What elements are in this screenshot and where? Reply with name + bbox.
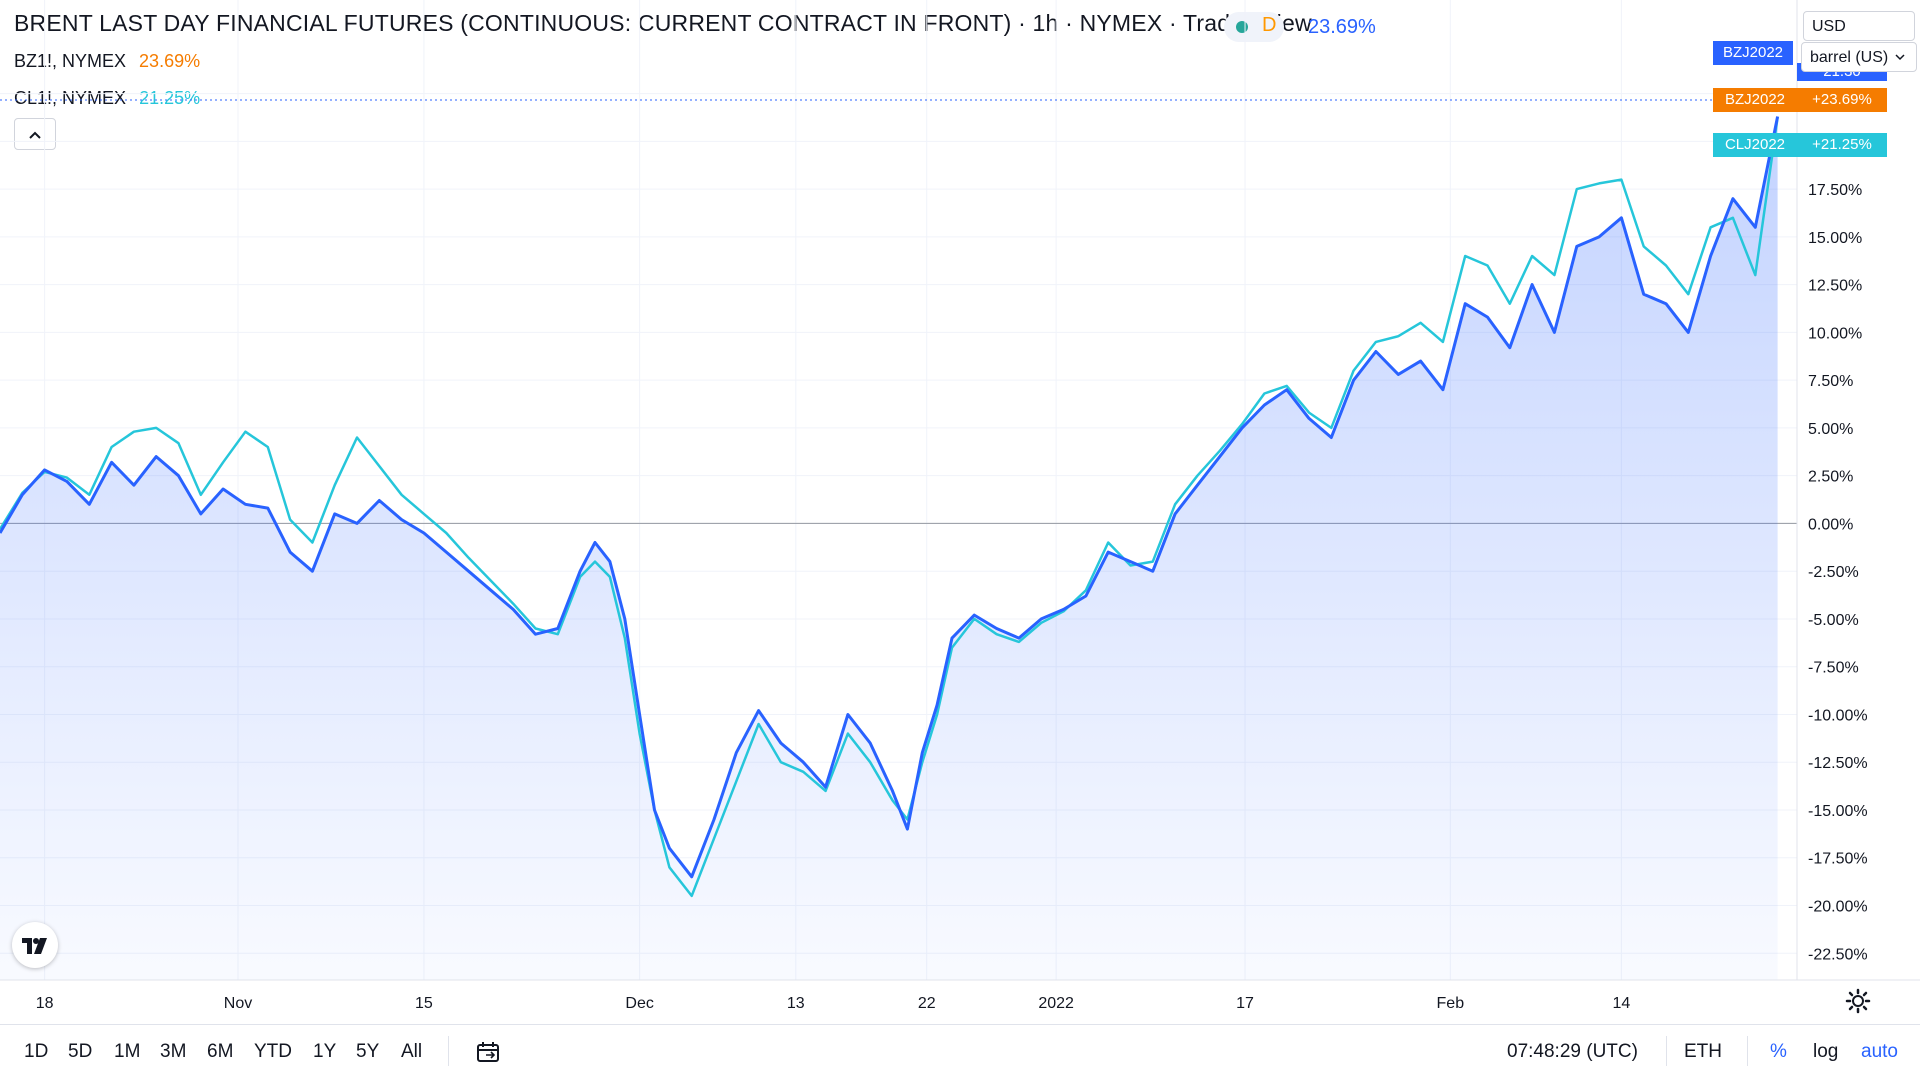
chevron-up-icon: [29, 131, 41, 140]
x-tick-label: Dec: [625, 995, 653, 1012]
timeframe-5d-button[interactable]: 5D: [68, 1041, 93, 1062]
time-axis: 18 Nov 15 Dec 13 22 2022 17 Feb 14: [36, 995, 1631, 1012]
legend-value: 23.69%: [139, 51, 201, 71]
calendar-range-icon[interactable]: [476, 1041, 502, 1063]
price-chart[interactable]: 22.50%20.00%17.50%15.00%12.50%10.00%7.50…: [0, 0, 1920, 1024]
y-tick-label: -10.00%: [1808, 707, 1868, 724]
x-tick-label: 18: [36, 995, 54, 1012]
y-tick-label: -7.50%: [1808, 660, 1859, 677]
bottom-toolbar: [0, 1024, 1920, 1081]
y-tick-label: -22.50%: [1808, 946, 1868, 963]
series-line-bz1[interactable]: [0, 116, 1780, 879]
delay-indicator: D: [1262, 14, 1277, 36]
y-tick-label: -20.00%: [1808, 898, 1868, 915]
chevron-down-icon: [1895, 54, 1905, 61]
y-tick-label: -2.50%: [1808, 564, 1859, 581]
timeframe-ytd-button[interactable]: YTD: [254, 1041, 292, 1062]
gear-icon[interactable]: [1845, 988, 1871, 1014]
legend-row-cl1[interactable]: CL1!, NYMEX 21.25%: [14, 88, 200, 109]
timeframe-1d-button[interactable]: 1D: [24, 1041, 49, 1062]
y-tick-label: 7.50%: [1808, 373, 1853, 390]
series-lines: [0, 116, 1780, 898]
y-tick-label: 17.50%: [1808, 182, 1862, 199]
tradingview-logo[interactable]: [12, 922, 58, 968]
timeframe-all-button[interactable]: All: [401, 1041, 423, 1062]
price-tag-label-bz-orange: BZJ2022: [1713, 88, 1797, 112]
percent-scale-toggle[interactable]: %: [1770, 1041, 1787, 1062]
clock-time[interactable]: 07:48:29 (UTC): [1507, 1041, 1638, 1062]
timeframe-3m-button[interactable]: 3M: [160, 1041, 187, 1062]
legend-row-bz1[interactable]: BZ1!, NYMEX 23.69%: [14, 51, 200, 72]
timeframe-6m-button[interactable]: 6M: [207, 1041, 234, 1062]
legend-collapse-button[interactable]: [14, 118, 56, 150]
header-change-pct: 23.69%: [1308, 16, 1376, 38]
x-tick-label: 13: [787, 995, 805, 1012]
price-tag-label-cl: CLJ2022: [1713, 133, 1797, 157]
price-tag-value-cl: +21.25%: [1797, 133, 1887, 157]
y-tick-label: -15.00%: [1808, 803, 1868, 820]
x-tick-label: Nov: [224, 995, 252, 1012]
toolbar-divider: [1666, 1036, 1667, 1066]
x-tick-label: 2022: [1038, 995, 1074, 1012]
log-scale-toggle[interactable]: log: [1813, 1041, 1839, 1062]
legend-value: 21.25%: [139, 88, 201, 108]
price-tag-value-bz-orange: +23.69%: [1797, 88, 1887, 112]
currency-value: USD: [1812, 18, 1846, 35]
x-tick-label: Feb: [1437, 995, 1465, 1012]
y-tick-label: 0.00%: [1808, 516, 1853, 533]
series-line-cl1[interactable]: [0, 117, 1779, 898]
legend-symbol: CL1!, NYMEX: [14, 88, 127, 108]
currency-select[interactable]: USD: [1803, 11, 1915, 41]
session-button[interactable]: ETH: [1684, 1041, 1722, 1062]
y-tick-label: -17.50%: [1808, 851, 1868, 868]
market-status-pill[interactable]: [1224, 12, 1284, 42]
price-tag-label-bz-blue: BZJ2022: [1713, 41, 1793, 65]
legend-symbol: BZ1!, NYMEX: [14, 51, 127, 71]
y-tick-label: 5.00%: [1808, 421, 1853, 438]
toolbar-divider: [1747, 1036, 1748, 1066]
y-tick-label: -5.00%: [1808, 612, 1859, 629]
x-tick-label: 17: [1236, 995, 1254, 1012]
tradingview-logo-icon: [22, 938, 47, 954]
y-tick-label: 2.50%: [1808, 469, 1853, 486]
unit-value: barrel (US): [1810, 49, 1889, 66]
y-tick-label: 12.50%: [1808, 278, 1862, 295]
price-axis: 22.50%20.00%17.50%15.00%12.50%10.00%7.50…: [1808, 87, 1868, 964]
y-tick-label: 10.00%: [1808, 325, 1862, 342]
timeframe-1y-button[interactable]: 1Y: [313, 1041, 337, 1062]
unit-select[interactable]: barrel (US): [1801, 42, 1917, 72]
auto-scale-toggle[interactable]: auto: [1861, 1041, 1898, 1062]
y-tick-label: -12.50%: [1808, 755, 1868, 772]
timeframe-5y-button[interactable]: 5Y: [356, 1041, 380, 1062]
timeframe-1m-button[interactable]: 1M: [114, 1041, 141, 1062]
x-tick-label: 22: [918, 995, 936, 1012]
x-tick-label: 14: [1612, 995, 1630, 1012]
bz1-area-fill: [0, 116, 1778, 980]
toolbar-divider: [448, 1036, 449, 1066]
y-tick-label: 15.00%: [1808, 230, 1862, 247]
x-tick-label: 15: [415, 995, 433, 1012]
chart-title: BRENT LAST DAY FINANCIAL FUTURES (CONTIN…: [14, 10, 1312, 36]
